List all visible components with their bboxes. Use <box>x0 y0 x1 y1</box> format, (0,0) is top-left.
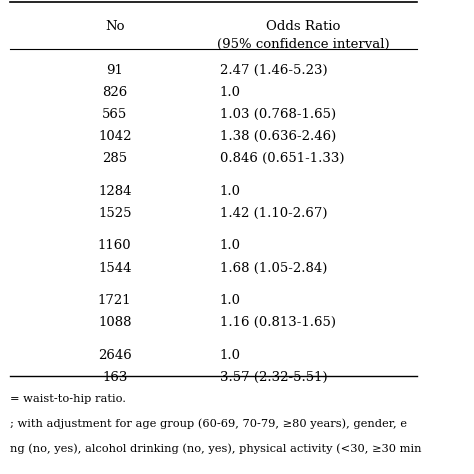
Text: 1.0: 1.0 <box>219 185 241 198</box>
Text: 1284: 1284 <box>98 185 131 198</box>
Text: 1.68 (1.05-2.84): 1.68 (1.05-2.84) <box>219 262 327 274</box>
Text: 1.0: 1.0 <box>219 349 241 362</box>
Text: 1.03 (0.768-1.65): 1.03 (0.768-1.65) <box>219 108 336 121</box>
Text: 2646: 2646 <box>98 349 132 362</box>
Text: No: No <box>105 20 125 33</box>
Text: 91: 91 <box>106 64 123 77</box>
Text: 1.0: 1.0 <box>219 86 241 99</box>
Text: 1.42 (1.10-2.67): 1.42 (1.10-2.67) <box>219 207 327 220</box>
Text: 565: 565 <box>102 108 128 121</box>
Text: 1.16 (0.813-1.65): 1.16 (0.813-1.65) <box>219 316 336 329</box>
Text: (95% confidence interval): (95% confidence interval) <box>217 38 390 51</box>
Text: ; with adjustment for age group (60-69, 70-79, ≥80 years), gender, e: ; with adjustment for age group (60-69, … <box>10 419 407 429</box>
Text: 826: 826 <box>102 86 128 99</box>
Text: = waist-to-hip ratio.: = waist-to-hip ratio. <box>10 394 126 404</box>
Text: 1525: 1525 <box>98 207 131 220</box>
Text: 1.38 (0.636-2.46): 1.38 (0.636-2.46) <box>219 130 336 143</box>
Text: 1.0: 1.0 <box>219 294 241 307</box>
Text: 1.0: 1.0 <box>219 239 241 252</box>
Text: 1544: 1544 <box>98 262 131 274</box>
Text: ng (no, yes), alcohol drinking (no, yes), physical activity (<30, ≥30 min: ng (no, yes), alcohol drinking (no, yes)… <box>10 443 421 454</box>
Text: 2.47 (1.46-5.23): 2.47 (1.46-5.23) <box>219 64 327 77</box>
Text: 163: 163 <box>102 371 128 384</box>
Text: 1042: 1042 <box>98 130 131 143</box>
Text: 1160: 1160 <box>98 239 131 252</box>
Text: 1088: 1088 <box>98 316 131 329</box>
Text: 285: 285 <box>102 152 128 165</box>
Text: 1721: 1721 <box>98 294 131 307</box>
Text: Odds Ratio: Odds Ratio <box>266 20 341 33</box>
Text: 3.57 (2.32-5.51): 3.57 (2.32-5.51) <box>219 371 327 384</box>
Text: 0.846 (0.651-1.33): 0.846 (0.651-1.33) <box>219 152 344 165</box>
